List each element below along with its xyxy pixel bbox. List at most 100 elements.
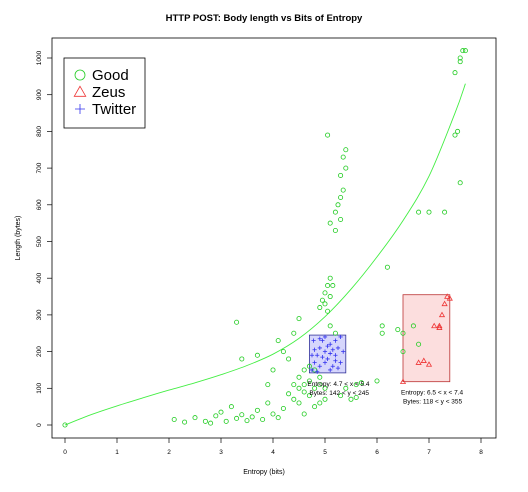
- good-point: [301, 382, 307, 388]
- good-point: [223, 418, 229, 424]
- good-point: [301, 389, 307, 395]
- twitter-point: [315, 353, 320, 358]
- y-axis-label: Length (bytes): [15, 216, 22, 261]
- twitter-point: [328, 351, 333, 356]
- good-point: [379, 330, 385, 336]
- good-point: [62, 422, 68, 428]
- twitter-point: [320, 338, 325, 343]
- y-tick-label: 1000: [36, 50, 43, 65]
- twitter-point: [312, 347, 317, 352]
- good-point: [244, 418, 250, 424]
- twitter-point: [325, 356, 330, 362]
- good-point: [322, 385, 328, 391]
- fit-curve: [64, 83, 466, 426]
- twitter-point: [317, 364, 322, 369]
- good-point: [265, 400, 271, 406]
- y-tick-label: 400: [36, 272, 43, 283]
- zeus-point: [438, 311, 446, 318]
- box-label-entropy: Entropy: 6.5 < x < 7.4: [401, 390, 464, 397]
- good-point: [306, 363, 312, 369]
- good-point: [270, 367, 276, 373]
- twitter-point: [309, 367, 315, 373]
- box-label-entropy: Entropy: 4.7 < x < 5.4: [307, 381, 370, 388]
- good-point: [330, 283, 336, 289]
- good-point: [457, 180, 463, 186]
- twitter-point: [311, 338, 316, 343]
- good-point: [317, 305, 323, 311]
- good-point: [325, 283, 331, 289]
- good-point: [462, 48, 468, 54]
- x-tick-label: 8: [479, 449, 483, 456]
- good-point: [202, 418, 208, 424]
- twitter-point: [317, 336, 322, 341]
- good-point: [332, 330, 338, 336]
- legend-zeus-label: Zeus: [92, 84, 125, 101]
- twitter-point: [335, 345, 341, 351]
- good-point: [312, 404, 318, 410]
- good-point: [442, 209, 448, 215]
- good-point: [218, 409, 224, 415]
- legend-twitter-label: Twitter: [92, 101, 136, 118]
- good-point: [452, 70, 458, 76]
- good-point: [280, 405, 286, 411]
- good-point: [325, 308, 331, 314]
- good-point: [291, 396, 297, 402]
- y-tick-label: 100: [36, 382, 43, 393]
- twitter-point: [328, 367, 333, 373]
- legend-box: [63, 57, 146, 129]
- box-label-bytes: Bytes: 142 < y < 245: [309, 390, 369, 397]
- good-point: [358, 380, 364, 386]
- box-labels: Entropy: 4.7 < x < 5.4 Bytes: 142 < y < 2…: [307, 381, 463, 406]
- zeus-point: [431, 322, 438, 329]
- legend-good-label: Good: [92, 67, 129, 84]
- good-point: [254, 407, 260, 413]
- twitter-point: [338, 334, 343, 340]
- twitter-region-box: [308, 334, 347, 374]
- x-tick-label: 0: [63, 449, 67, 456]
- good-point: [343, 147, 349, 153]
- twitter-point: [315, 369, 320, 374]
- good-point: [457, 55, 463, 61]
- x-tick-label: 2: [167, 449, 171, 456]
- twitter-point: [312, 360, 317, 365]
- twitter-point: [341, 349, 346, 354]
- y-tick-label: 600: [36, 199, 43, 210]
- twitter-point: [317, 345, 322, 351]
- good-point: [338, 172, 344, 178]
- zeus-region-box: [402, 294, 451, 383]
- good-point: [249, 414, 255, 420]
- good-point: [239, 412, 245, 418]
- good-point: [306, 393, 312, 399]
- good-point: [275, 338, 281, 344]
- good-point: [270, 411, 276, 417]
- zeus-point: [399, 378, 407, 384]
- zeus-point: [441, 300, 448, 307]
- legend-good-icon: [74, 69, 86, 81]
- good-point: [348, 396, 354, 402]
- good-point: [327, 323, 333, 329]
- zeus-point: [420, 357, 427, 363]
- legend-twitter-icon: [75, 104, 85, 114]
- good-point: [455, 128, 461, 134]
- good-point: [452, 132, 458, 138]
- twitter-point: [322, 360, 328, 365]
- good-point: [416, 209, 422, 215]
- good-point: [171, 416, 177, 422]
- x-axis-label: Entropy (bits): [243, 469, 285, 476]
- highlight-boxes: [308, 294, 451, 383]
- twitter-point: [338, 360, 343, 365]
- good-point: [400, 349, 406, 355]
- box-label-bytes: Bytes: 118 < y < 355: [403, 399, 463, 406]
- good-point: [254, 352, 260, 358]
- good-point: [400, 330, 406, 336]
- good-point: [301, 411, 307, 417]
- good-point: [296, 385, 302, 391]
- good-point: [280, 349, 286, 355]
- good-point: [234, 415, 240, 421]
- good-point: [325, 132, 331, 138]
- good-point: [343, 165, 349, 171]
- good-point: [260, 416, 266, 422]
- good-point: [327, 220, 333, 226]
